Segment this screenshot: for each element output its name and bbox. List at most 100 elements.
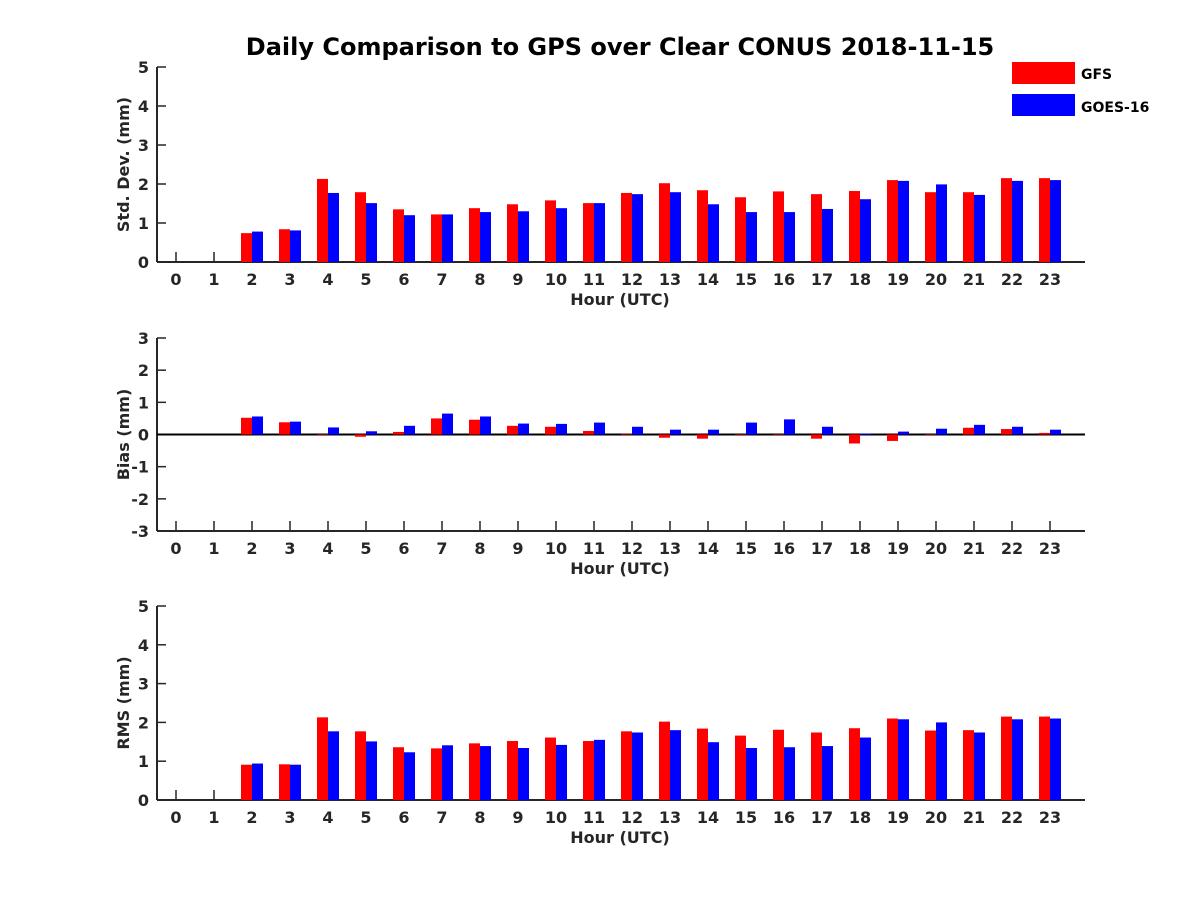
bar-goes-16-h12 — [632, 194, 643, 262]
bar-goes-16-h16 — [784, 747, 795, 800]
bar-goes-16-h20 — [936, 184, 947, 262]
x-tick-label: 5 — [360, 270, 371, 289]
legend-swatch-goes16 — [1012, 94, 1075, 116]
y-tick-label: 4 — [138, 636, 149, 655]
x-tick-label: 9 — [512, 539, 523, 558]
bar-gfs-h10 — [545, 737, 556, 800]
bar-goes-16-h6 — [404, 425, 415, 435]
bar-gfs-h4 — [317, 178, 328, 262]
bar-gfs-h14 — [697, 728, 708, 800]
x-tick-label: 21 — [963, 539, 985, 558]
x-tick-label: 13 — [659, 808, 681, 827]
bar-gfs-h9 — [507, 741, 518, 800]
bar-goes-16-h16 — [784, 419, 795, 435]
x-tick-label: 18 — [849, 270, 871, 289]
bar-gfs-h17 — [811, 434, 822, 439]
chart-title: Daily Comparison to GPS over Clear CONUS… — [246, 33, 994, 61]
y-tick-label: 1 — [138, 752, 149, 771]
legend-label-gfs: GFS — [1081, 67, 1112, 83]
x-axis-label: Hour (UTC) — [570, 290, 670, 309]
x-tick-label: 22 — [1001, 808, 1023, 827]
x-tick-label: 14 — [697, 270, 719, 289]
bar-goes-16-h8 — [480, 212, 491, 262]
bar-goes-16-h15 — [746, 748, 757, 800]
x-tick-label: 23 — [1039, 539, 1061, 558]
y-axis-label: Std. Dev. (mm) — [114, 97, 133, 232]
x-tick-label: 15 — [735, 808, 757, 827]
bar-gfs-h17 — [811, 732, 822, 800]
series-goes-16 — [252, 718, 1061, 800]
bar-goes-16-h3 — [290, 764, 301, 800]
x-tick-label: 4 — [322, 808, 333, 827]
x-tick-label: 12 — [621, 270, 643, 289]
bar-gfs-h17 — [811, 194, 822, 262]
series-goes-16 — [252, 180, 1061, 262]
x-tick-label: 16 — [773, 539, 795, 558]
bar-gfs-h2 — [241, 764, 252, 800]
x-tick-label: 20 — [925, 270, 947, 289]
bar-gfs-h13 — [659, 434, 670, 438]
x-tick-label: 3 — [284, 539, 295, 558]
x-tick-label: 7 — [436, 808, 447, 827]
bar-gfs-h4 — [317, 434, 328, 435]
x-tick-label: 20 — [925, 539, 947, 558]
bar-gfs-h5 — [355, 192, 366, 262]
x-tick-label: 9 — [512, 808, 523, 827]
x-tick-label: 5 — [360, 539, 371, 558]
bar-gfs-h7 — [431, 214, 442, 262]
x-tick-label: 8 — [474, 270, 485, 289]
y-axis-label: RMS (mm) — [114, 656, 133, 749]
bar-gfs-h16 — [773, 434, 784, 435]
x-tick-label: 17 — [811, 270, 833, 289]
bar-gfs-h18 — [849, 191, 860, 262]
bar-goes-16-h15 — [746, 422, 757, 435]
y-tick-label: 3 — [138, 329, 149, 348]
bar-gfs-h9 — [507, 425, 518, 435]
bar-gfs-h15 — [735, 434, 746, 435]
bar-goes-16-h11 — [594, 422, 605, 435]
bar-gfs-h4 — [317, 717, 328, 800]
x-tick-label: 1 — [208, 270, 219, 289]
bar-goes-16-h17 — [822, 746, 833, 800]
bar-gfs-h16 — [773, 729, 784, 800]
bar-goes-16-h17 — [822, 426, 833, 435]
x-tick-label: 17 — [811, 808, 833, 827]
x-tick-label: 19 — [887, 270, 909, 289]
series-goes-16 — [252, 413, 1061, 435]
y-tick-label: 2 — [138, 361, 149, 380]
bar-goes-16-h2 — [252, 231, 263, 262]
x-tick-label: 17 — [811, 539, 833, 558]
bar-gfs-h21 — [963, 730, 974, 800]
x-tick-label: 21 — [963, 270, 985, 289]
bar-goes-16-h8 — [480, 746, 491, 800]
bar-goes-16-h13 — [670, 730, 681, 800]
x-tick-label: 21 — [963, 808, 985, 827]
bar-goes-16-h8 — [480, 416, 491, 435]
bar-gfs-h22 — [1001, 716, 1012, 800]
bar-gfs-h5 — [355, 731, 366, 800]
bar-gfs-h12 — [621, 192, 632, 262]
bar-goes-16-h21 — [974, 424, 985, 435]
bar-goes-16-h19 — [898, 431, 909, 435]
bar-gfs-h2 — [241, 417, 252, 435]
bar-goes-16-h4 — [328, 427, 339, 435]
bar-gfs-h15 — [735, 735, 746, 800]
y-tick-label: 3 — [138, 675, 149, 694]
bar-goes-16-h12 — [632, 426, 643, 435]
x-tick-label: 4 — [322, 270, 333, 289]
bar-gfs-h22 — [1001, 429, 1012, 435]
bar-gfs-h8 — [469, 419, 480, 435]
x-tick-label: 16 — [773, 270, 795, 289]
bar-gfs-h20 — [925, 434, 936, 435]
x-tick-label: 14 — [697, 539, 719, 558]
bar-goes-16-h5 — [366, 741, 377, 800]
x-tick-label: 1 — [208, 539, 219, 558]
bar-goes-16-h3 — [290, 230, 301, 262]
y-tick-label: 4 — [138, 97, 149, 116]
bar-goes-16-h18 — [860, 199, 871, 262]
bar-gfs-h15 — [735, 197, 746, 262]
bar-gfs-h3 — [279, 422, 290, 435]
y-tick-label: -1 — [131, 458, 149, 477]
